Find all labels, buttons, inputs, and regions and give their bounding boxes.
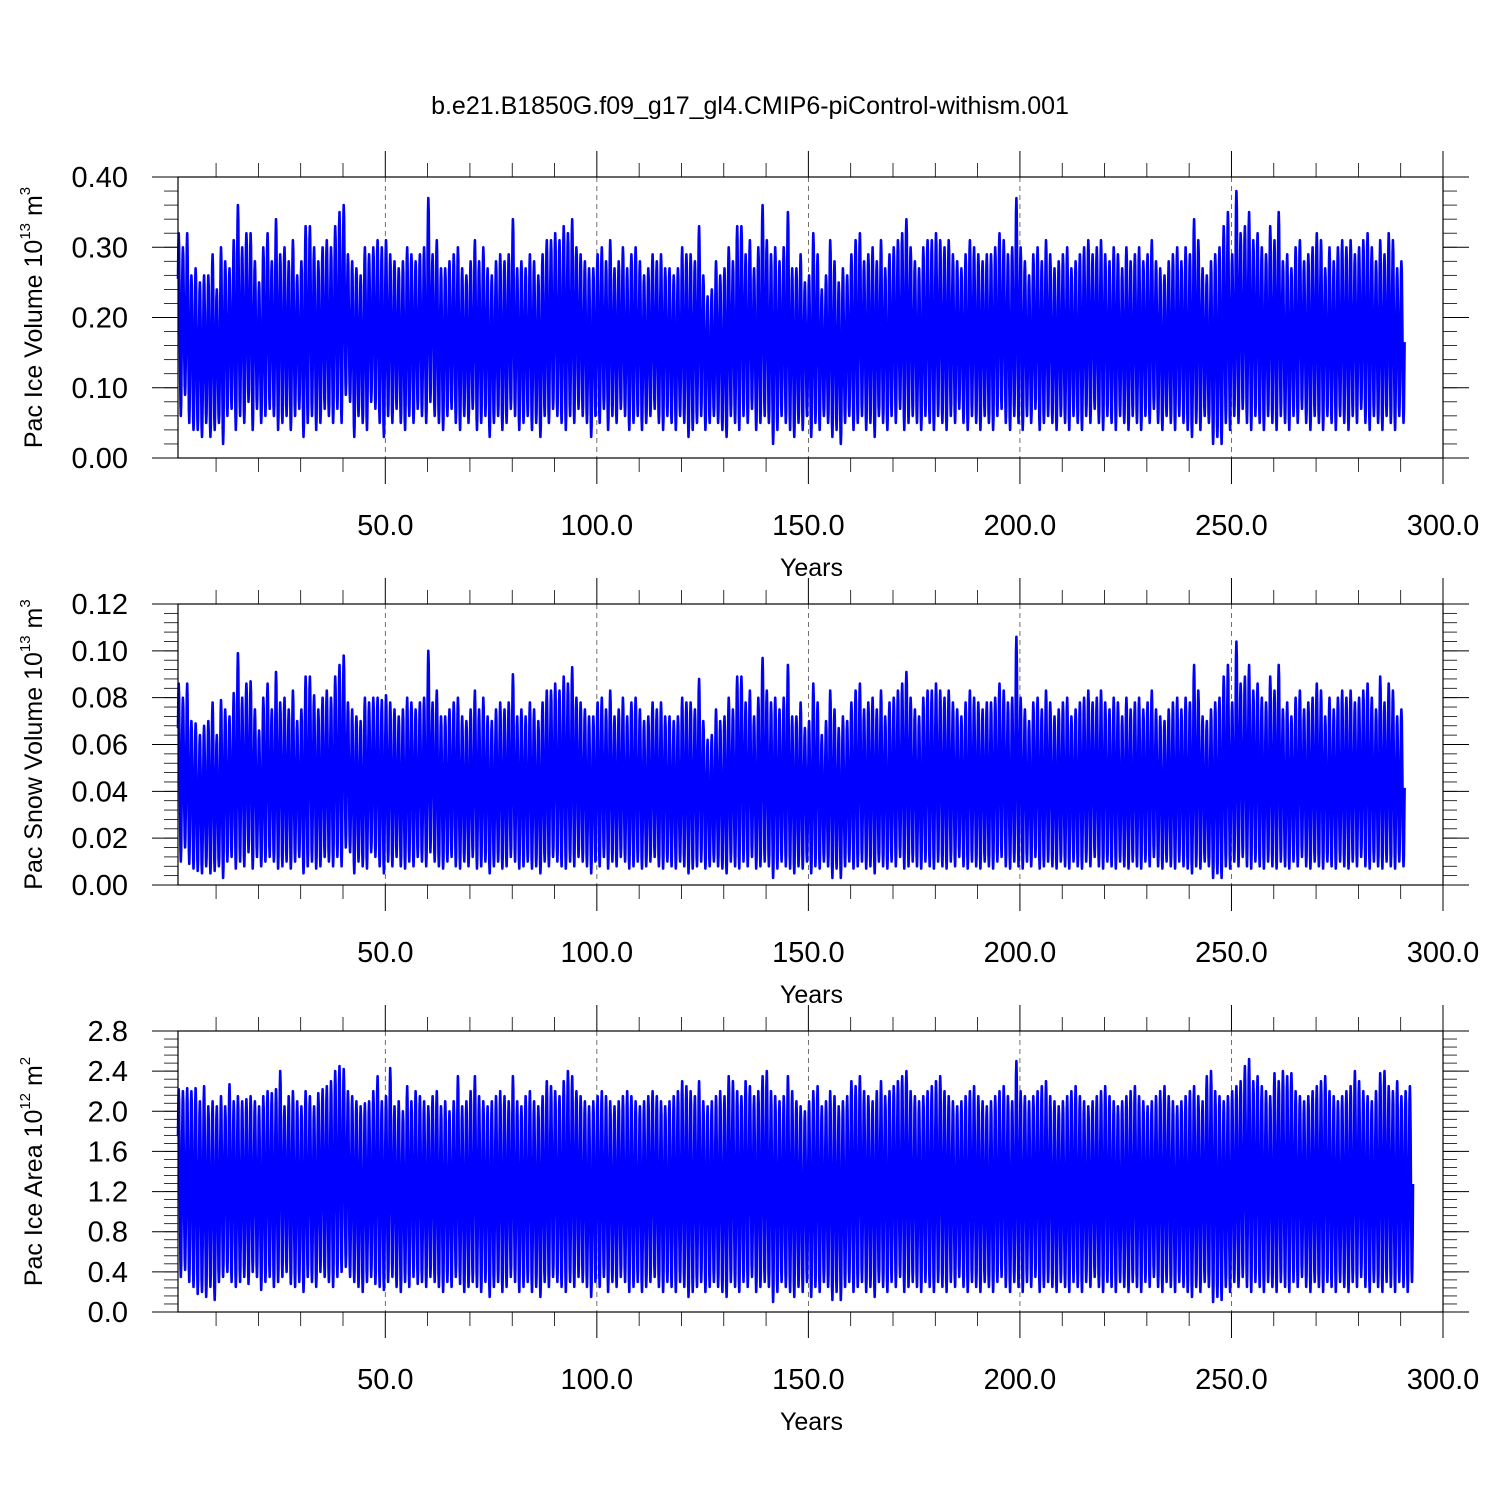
y-tick-label: 0.12 [72, 589, 128, 621]
y-tick-label: 2.0 [88, 1096, 128, 1128]
x-tick-label: 100.0 [561, 937, 634, 969]
x-axis-label: Years [780, 554, 843, 582]
figure-title: b.e21.B1850G.f09_g17_gl4.CMIP6-piControl… [431, 92, 1069, 120]
x-tick-label: 200.0 [984, 1364, 1057, 1396]
x-axis-label: Years [780, 981, 843, 1009]
y-axis-label-text: Pac Ice Area 10 [20, 1110, 48, 1287]
y-axis-label: Pac Snow Volume 1013 m3 [17, 599, 48, 889]
y-axis-label-unit: m [20, 195, 48, 223]
y-axis-label-unit-exponent: 3 [17, 187, 34, 195]
y-tick-label: 0.06 [72, 730, 128, 762]
y-axis-label-unit: m [20, 608, 48, 636]
x-tick-label: 300.0 [1407, 1364, 1480, 1396]
y-axis-label-exponent: 13 [17, 635, 34, 652]
y-tick-label: 0.4 [88, 1257, 128, 1289]
y-axis-label-unit: m [20, 1065, 48, 1093]
plot-frame [177, 1030, 1444, 1313]
y-axis-label-unit-exponent: 3 [17, 599, 34, 607]
y-axis-label: Pac Ice Volume 1013 m3 [17, 187, 48, 448]
y-tick-label: 1.2 [88, 1177, 128, 1209]
y-tick-label: 2.8 [88, 1016, 128, 1048]
series-line [176, 1057, 1415, 1304]
y-tick-label: 0.20 [72, 303, 128, 335]
chart-panel-1: 0.00 0.10 0.20 0.30 0.40 50.0 100.0 150.0 200.0 2… [17, 151, 1479, 582]
x-tick-label: 50.0 [357, 510, 413, 542]
y-axis-label: Pac Ice Area 1012 m2 [17, 1057, 48, 1286]
chart-panel-2: 0.00 0.02 0.04 0.06 0.08 0.10 0.12 50.0 100.0 150… [17, 578, 1479, 1009]
y-tick-label: 0.10 [72, 373, 128, 405]
y-axis-label-unit-exponent: 2 [17, 1057, 34, 1065]
x-tick-label: 150.0 [772, 1364, 845, 1396]
x-tick-label: 250.0 [1195, 1364, 1268, 1396]
x-tick-label: 250.0 [1195, 510, 1268, 542]
y-tick-label: 0.08 [72, 683, 128, 715]
y-tick-label: 0.40 [72, 162, 128, 194]
x-tick-label: 100.0 [561, 1364, 634, 1396]
x-tick-label: 200.0 [984, 937, 1057, 969]
y-tick-label: 0.00 [72, 870, 128, 902]
x-axis-label: Years [780, 1408, 843, 1436]
x-tick-label: 50.0 [357, 937, 413, 969]
y-tick-label: 0.0 [88, 1297, 128, 1329]
x-tick-label: 300.0 [1407, 937, 1480, 969]
y-axis-label-text: Pac Snow Volume 10 [20, 652, 48, 890]
y-tick-label: 1.6 [88, 1136, 128, 1168]
x-tick-label: 300.0 [1407, 510, 1480, 542]
y-tick-label: 0.02 [72, 823, 128, 855]
x-tick-label: 150.0 [772, 510, 845, 542]
chart-panel-3: 0.0 0.4 0.8 1.2 1.6 2.0 2.4 2.8 50.0 100.0 150.0 20… [17, 1005, 1479, 1436]
y-tick-label: 0.04 [72, 776, 128, 808]
y-tick-label: 0.30 [72, 232, 128, 264]
series-line [176, 635, 1406, 880]
y-axis-label-exponent: 13 [17, 223, 34, 240]
x-tick-label: 50.0 [357, 1364, 413, 1396]
series-line [176, 189, 1406, 446]
y-axis-label-exponent: 12 [17, 1093, 34, 1110]
panels: 0.00 0.10 0.20 0.30 0.40 50.0 100.0 150.0 200.0 2… [17, 151, 1479, 1436]
x-tick-label: 200.0 [984, 510, 1057, 542]
x-tick-label: 250.0 [1195, 937, 1268, 969]
y-tick-label: 0.8 [88, 1217, 128, 1249]
x-tick-label: 150.0 [772, 937, 845, 969]
y-axis-label-text: Pac Ice Volume 10 [20, 240, 48, 448]
y-tick-label: 0.00 [72, 443, 128, 475]
x-tick-label: 100.0 [561, 510, 634, 542]
y-tick-label: 2.4 [88, 1056, 128, 1088]
y-tick-label: 0.10 [72, 636, 128, 668]
